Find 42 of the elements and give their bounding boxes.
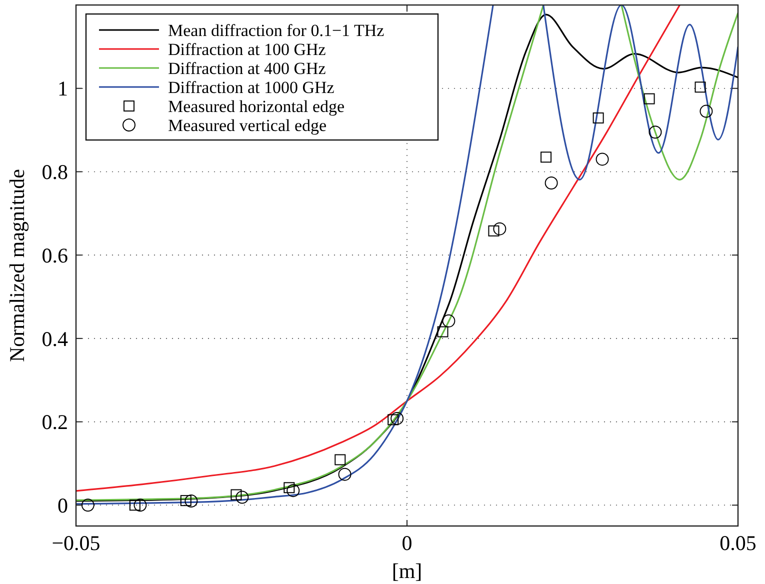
y-tick-label: 0.6: [42, 243, 68, 268]
point: [437, 326, 448, 338]
point: [184, 494, 198, 508]
point: [493, 222, 506, 236]
y-axis-title: Normalized magnitude: [5, 168, 29, 362]
y-tick-label: 0: [58, 494, 68, 518]
legend-label: Diffraction at 400 GHz: [168, 58, 326, 78]
point: [180, 495, 192, 506]
legend-label: Measured vertical edge: [168, 116, 327, 135]
y-tick-label: 1: [58, 76, 68, 101]
y-tick-label: 0.2: [42, 410, 68, 434]
point: [334, 454, 346, 466]
x-tick-label: 0: [402, 531, 412, 555]
legend-label: Diffraction at 100 GHz: [168, 40, 326, 59]
y-tick-label: 0.8: [42, 160, 68, 184]
point: [284, 482, 295, 494]
legend-label: Diffraction at 1000 GHz: [168, 78, 335, 97]
point: [694, 82, 706, 93]
point: [81, 498, 94, 512]
point: [129, 500, 140, 511]
point: [390, 412, 404, 425]
x-tick-label: 0.05: [720, 531, 756, 555]
x-axis-title: [m]: [392, 559, 422, 583]
legend-label: Measured horizontal edge: [168, 96, 345, 116]
point: [442, 314, 456, 328]
point: [338, 468, 352, 481]
point: [596, 152, 609, 166]
point: [230, 489, 242, 500]
point: [236, 490, 249, 504]
point: [544, 176, 558, 190]
point: [644, 93, 655, 104]
y-tick-label: 0.4: [42, 326, 68, 351]
point: [286, 484, 300, 498]
point: [540, 152, 552, 163]
point: [592, 112, 604, 124]
point: [648, 126, 662, 139]
x-tick-label: −0.05: [52, 531, 100, 555]
point: [134, 498, 147, 512]
point: [700, 104, 713, 118]
point: [488, 225, 500, 236]
point: [388, 414, 399, 426]
legend-label: Mean diffraction for 0.1−1 THz: [168, 20, 385, 40]
